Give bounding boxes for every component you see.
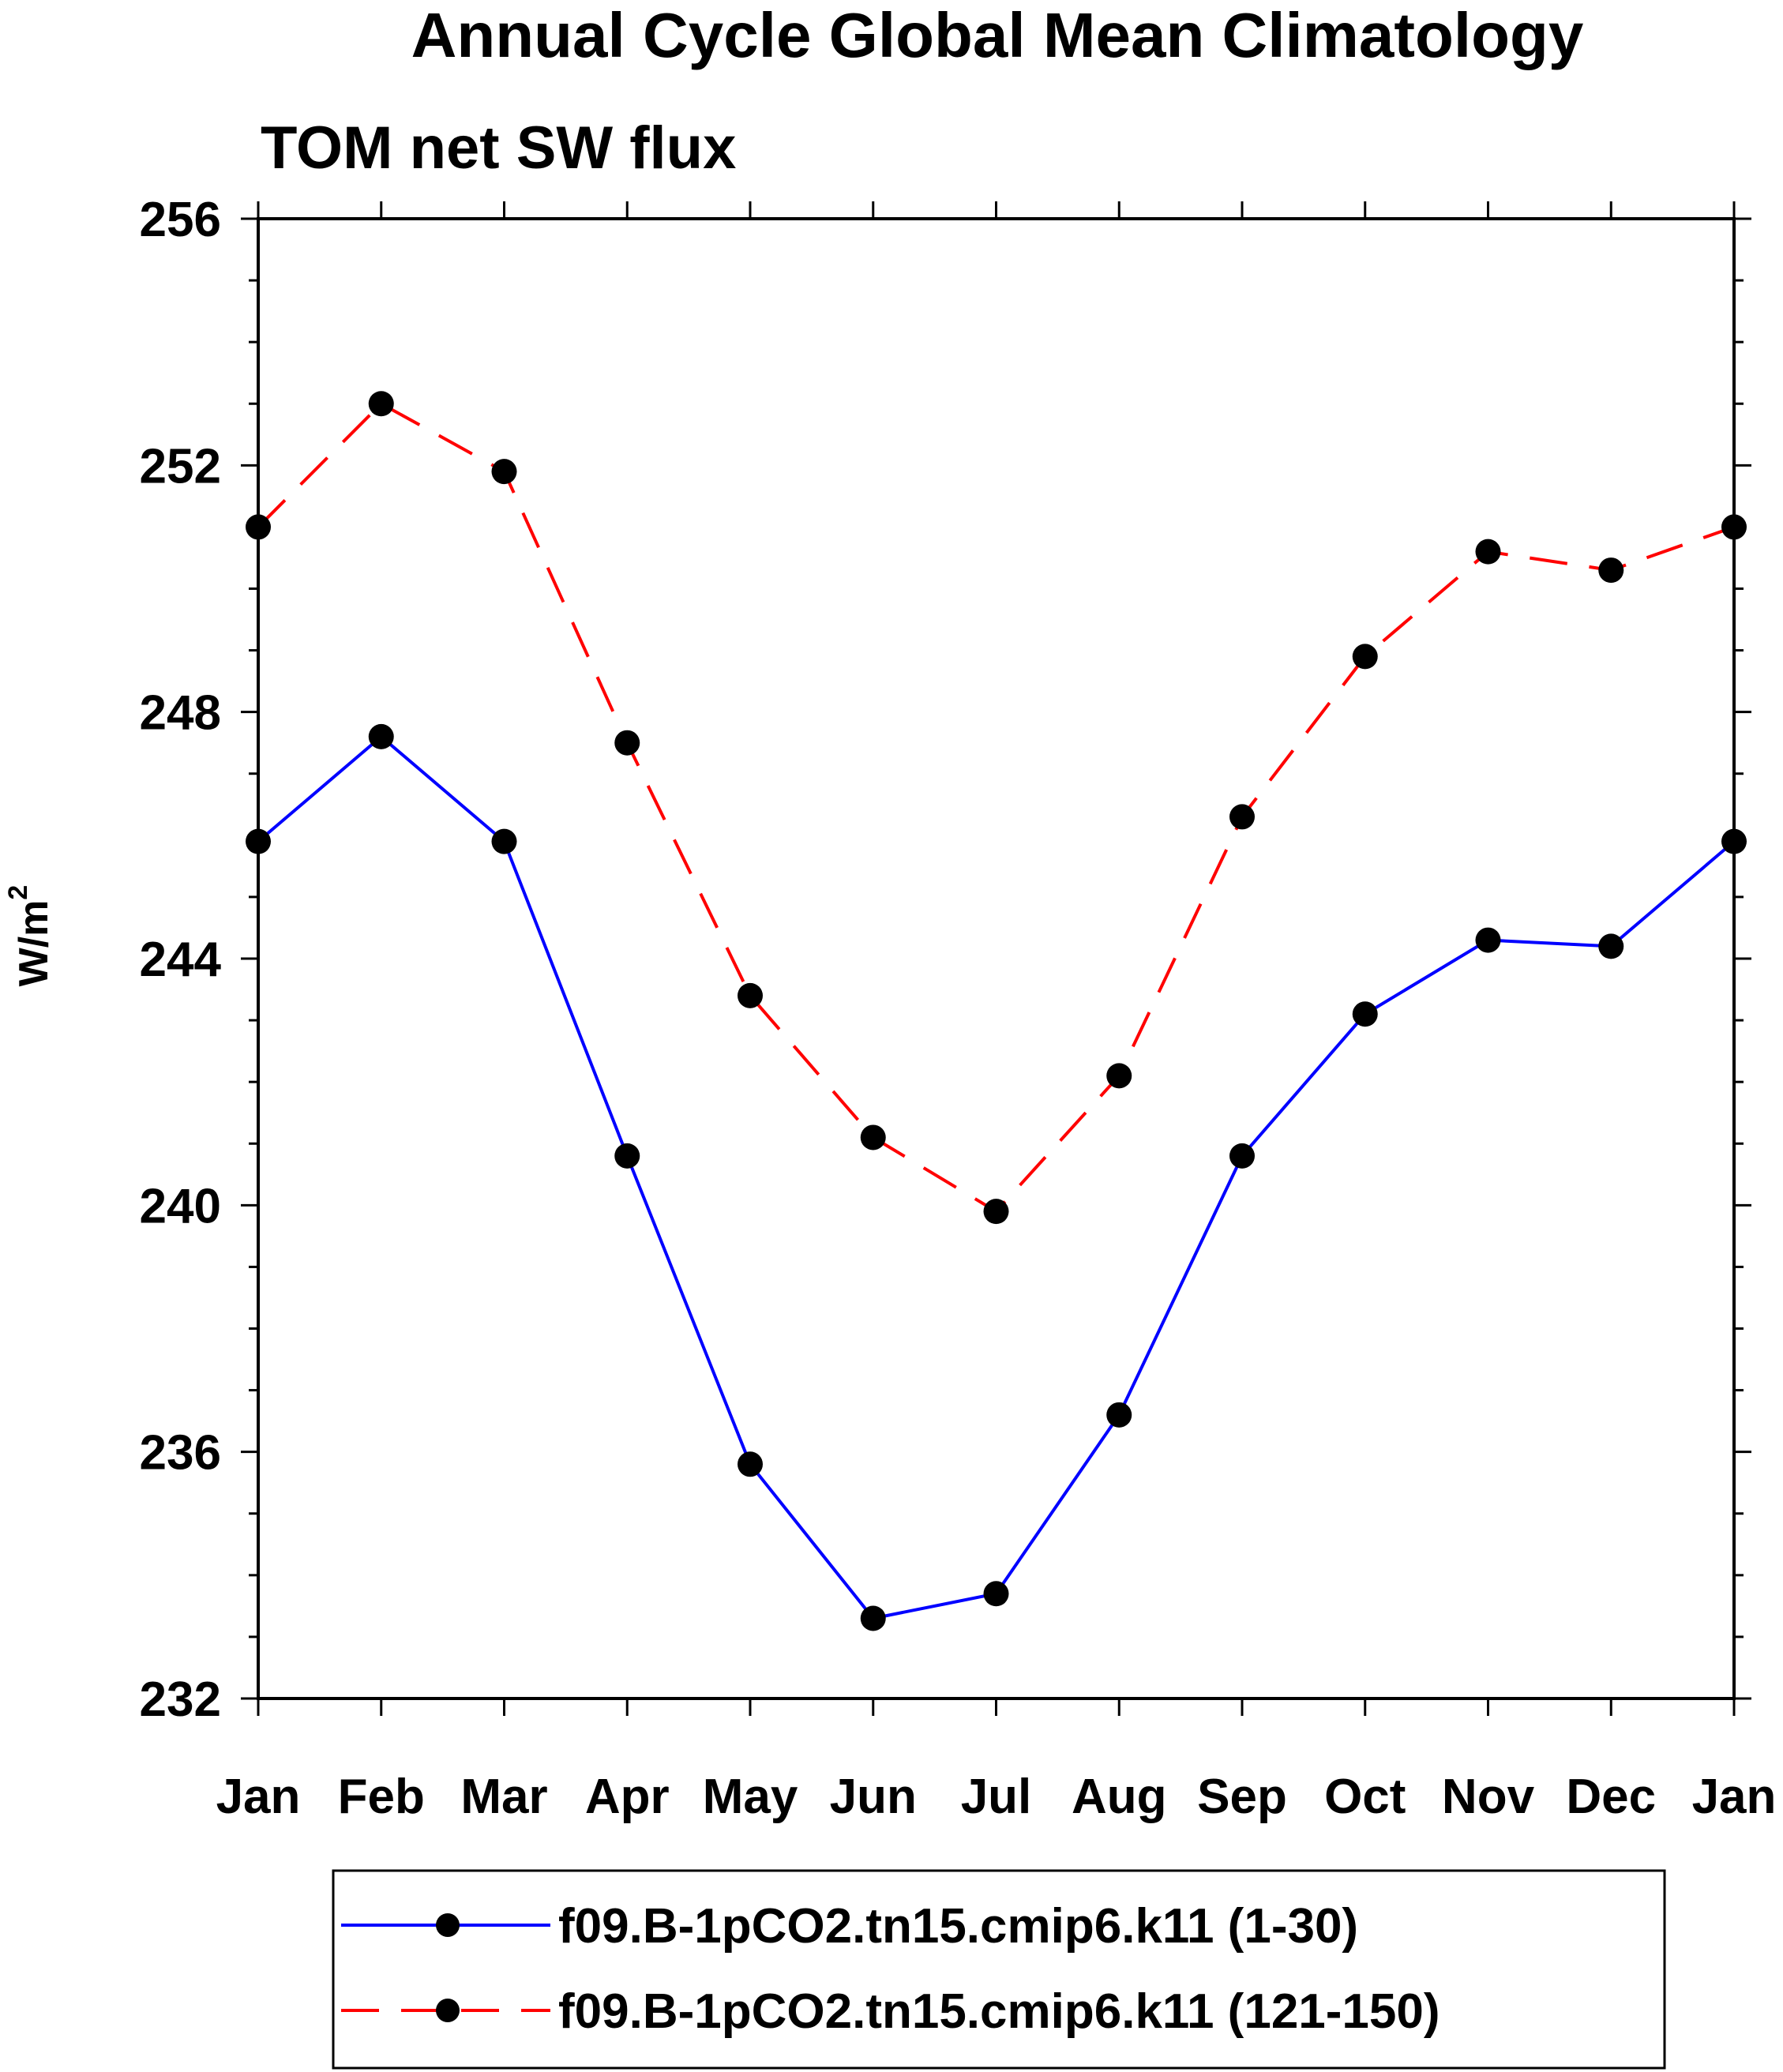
series-line-2: [257, 401, 1735, 1214]
series-1-point: [1106, 1402, 1132, 1428]
y-tick-label: 248: [140, 686, 221, 741]
y-tick-label: 244: [140, 933, 222, 987]
series-2-point: [1352, 644, 1378, 670]
y-tick-label: 252: [140, 439, 221, 494]
legend: f09.B-1pCO2.tn15.cmip6.k11 (1-30) f09.B-…: [332, 1869, 1666, 2070]
series-1-point: [1352, 1001, 1378, 1027]
y-axis-label: W/m2: [3, 885, 57, 987]
series-2-point: [738, 982, 763, 1008]
x-tick-label: Jun: [830, 1770, 917, 1824]
x-tick-label: Jan: [1692, 1770, 1777, 1824]
y-tick-label: 240: [140, 1179, 221, 1233]
series-1-point: [1229, 1143, 1255, 1169]
y-axis-label-text: W/m: [11, 900, 57, 987]
legend-label-2: f09.B-1pCO2.tn15.cmip6.k11 (121-150): [558, 1984, 1440, 2039]
x-tick-label: Jan: [216, 1770, 301, 1824]
x-tick-label: Sep: [1197, 1770, 1287, 1824]
series-2-point: [614, 730, 640, 756]
x-tick-label: Feb: [338, 1770, 425, 1824]
series-1-point: [860, 1605, 886, 1631]
series-2-point: [368, 391, 394, 417]
series-1-point: [1475, 927, 1501, 953]
series-2-point: [246, 514, 271, 540]
y-axis-label-superscript: 2: [3, 885, 33, 900]
legend-box: [332, 1869, 1666, 2070]
series-1-point: [738, 1451, 763, 1477]
x-tick-label: Dec: [1566, 1770, 1656, 1824]
series-1-point: [983, 1581, 1009, 1607]
series-2-point: [1475, 539, 1501, 565]
legend-swatch-marker-2: [436, 1999, 460, 2022]
x-tick-label: Apr: [585, 1770, 670, 1824]
series-1-point: [1721, 828, 1747, 854]
x-tick-label: Oct: [1324, 1770, 1406, 1824]
chart-subtitle: TOM net SW flux: [261, 114, 736, 182]
x-tick-label: Mar: [460, 1770, 547, 1824]
series-1-point: [246, 828, 271, 854]
series-2-point: [983, 1199, 1009, 1225]
series-2-point: [1721, 514, 1747, 540]
series-2-point: [491, 459, 517, 485]
y-tick-label: 232: [140, 1672, 221, 1727]
y-tick-label: 236: [140, 1426, 221, 1481]
series-line-1: [257, 734, 1736, 1620]
y-tick-label: 256: [140, 193, 221, 247]
series-layer: [246, 391, 1747, 1631]
x-tick-label: Nov: [1442, 1770, 1535, 1824]
axis-ticks: 232 236 240 244 248 252 256 Jan Feb Mar Apr May Jun J…: [140, 193, 1777, 1824]
series-1-point: [491, 828, 517, 854]
series-2-point: [860, 1124, 886, 1150]
plot-frame: [257, 217, 1736, 1700]
chart-title: Annual Cycle Global Mean Climatology: [411, 0, 1584, 70]
series-1-point: [614, 1143, 640, 1169]
legend-label-1: f09.B-1pCO2.tn15.cmip6.k11 (1-30): [558, 1899, 1358, 1954]
x-tick-label: Jul: [961, 1770, 1032, 1824]
x-tick-label: Aug: [1072, 1770, 1167, 1824]
series-1-point: [368, 723, 394, 749]
series-2-point: [1106, 1063, 1132, 1089]
x-tick-label: May: [703, 1770, 798, 1824]
series-1-point: [1598, 933, 1624, 959]
series-2-point: [1229, 804, 1255, 830]
series-2-point: [1598, 557, 1624, 584]
legend-swatch-marker-1: [436, 1913, 460, 1937]
